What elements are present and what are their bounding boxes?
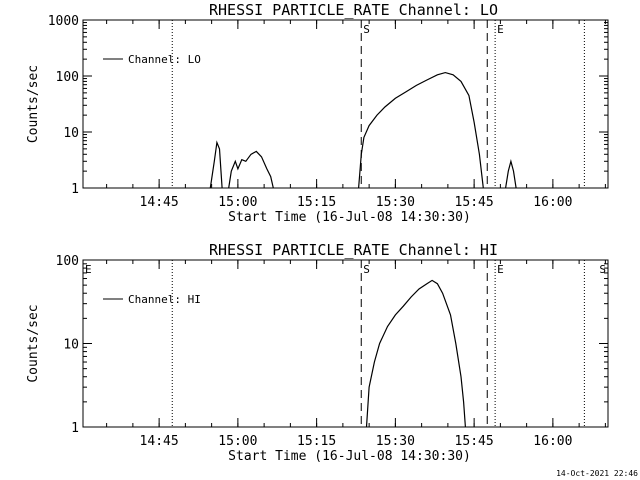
legend-entry: Channel: LO	[128, 53, 201, 66]
x-tick-label: 15:30	[376, 434, 415, 449]
corner-marker-label: S	[599, 263, 606, 276]
x-tick-label: 16:00	[533, 434, 572, 449]
y-tick-label: 10	[63, 338, 79, 353]
x-tick-label: 14:45	[140, 195, 179, 210]
series-line-segment	[505, 158, 517, 189]
panel-2: 14:45 15:00 15:15 15:30 15:45 16:00 1 10 100 RHES…	[26, 241, 609, 464]
y-tick-label: 1000	[48, 14, 79, 29]
x-tick-label: 15:45	[455, 195, 494, 210]
series-line-segment	[365, 279, 466, 428]
event-marker-label: S	[363, 263, 370, 276]
x-tick-label: 15:00	[218, 195, 257, 210]
x-tick-label: 15:15	[297, 195, 336, 210]
y-tick-label: 1	[71, 182, 79, 197]
series-line-segment	[209, 140, 223, 189]
chart-title: RHESSI PARTICLE_RATE Channel: LO	[209, 1, 498, 19]
chart-panels: 14:45 15:00 15:15 15:30 15:45 16:00 1 10 100 1000…	[26, 1, 609, 464]
x-tick-label: 15:15	[297, 434, 336, 449]
x-axis-label: Start Time (16-Jul-08 14:30:30)	[228, 449, 471, 464]
event-marker-label: E	[497, 23, 504, 36]
x-tick-label: 16:00	[533, 195, 572, 210]
corner-marker-label: E	[85, 263, 92, 276]
x-axis-label: Start Time (16-Jul-08 14:30:30)	[228, 210, 471, 225]
y-axis-label: Counts/sec	[26, 304, 41, 382]
legend-entry: Channel: HI	[128, 293, 201, 306]
panel-1: 14:45 15:00 15:15 15:30 15:45 16:00 1 10 100 1000…	[26, 1, 609, 225]
x-tick-label: 14:45	[140, 434, 179, 449]
event-marker-label: S	[363, 23, 370, 36]
series-line-segment	[228, 150, 274, 189]
event-marker-label: E	[497, 263, 504, 276]
timestamp-label: 14-Oct-2021 22:46	[556, 469, 638, 478]
series-line-segment	[358, 71, 484, 189]
y-axis-label: Counts/sec	[26, 65, 41, 143]
y-tick-label: 100	[56, 254, 79, 269]
y-tick-label: 1	[71, 421, 79, 436]
chart-title: RHESSI PARTICLE_RATE Channel: HI	[209, 241, 498, 259]
y-tick-label: 100	[56, 70, 79, 85]
x-tick-label: 15:30	[376, 195, 415, 210]
x-tick-label: 15:45	[455, 434, 494, 449]
plot-frame	[82, 19, 609, 189]
y-tick-label: 10	[63, 126, 79, 141]
x-tick-label: 15:00	[218, 434, 257, 449]
